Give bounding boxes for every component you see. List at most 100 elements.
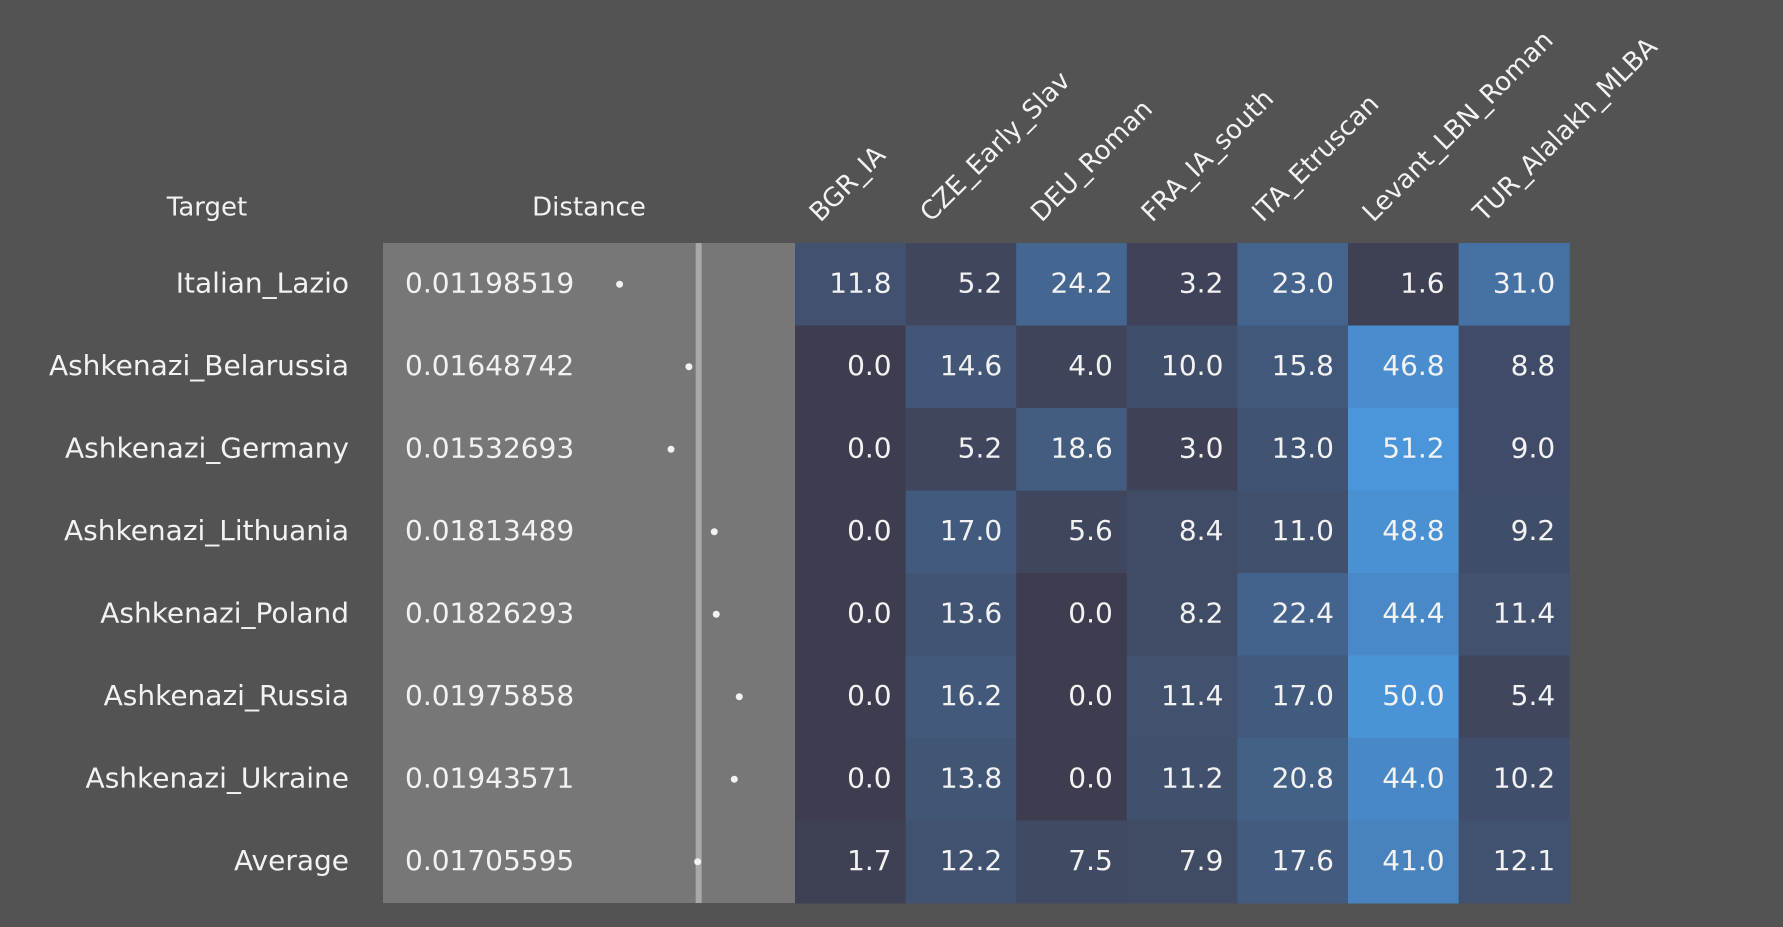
cell-value: 7.9 bbox=[1179, 844, 1224, 877]
heatmap-cell bbox=[1016, 243, 1128, 326]
target-label: Ashkenazi_Ukraine bbox=[86, 761, 349, 794]
heatmap-cell bbox=[1126, 243, 1238, 326]
heatmap-cell bbox=[1016, 325, 1128, 409]
heatmap-cell bbox=[1016, 655, 1128, 739]
heatmap-cell bbox=[1458, 738, 1570, 821]
cell-value: 0.0 bbox=[847, 596, 892, 629]
distance-header: Distance bbox=[532, 193, 646, 223]
heatmap-cell bbox=[1348, 655, 1460, 739]
cell-value: 5.6 bbox=[1068, 514, 1113, 547]
heatmap-cell bbox=[1458, 408, 1570, 491]
heatmap-cell bbox=[795, 490, 907, 574]
cell-value: 16.2 bbox=[940, 679, 1002, 712]
heatmap-cell bbox=[1237, 325, 1349, 409]
cell-value: 0.0 bbox=[847, 431, 892, 464]
heatmap-cell bbox=[1237, 243, 1349, 326]
heatmap-cell bbox=[1237, 408, 1349, 491]
cell-value: 51.2 bbox=[1382, 431, 1444, 464]
cell-value: 9.2 bbox=[1511, 514, 1556, 547]
cell-value: 11.4 bbox=[1161, 679, 1223, 712]
heatmap-cell bbox=[1126, 655, 1238, 739]
distance-dot bbox=[694, 858, 702, 866]
heatmap-cell bbox=[1126, 820, 1238, 904]
heatmap-cell bbox=[905, 738, 1017, 821]
heatmap-cell bbox=[1458, 325, 1570, 409]
cell-value: 17.0 bbox=[1272, 679, 1334, 712]
target-label: Ashkenazi_Lithuania bbox=[64, 514, 349, 547]
target-label: Ashkenazi_Poland bbox=[100, 596, 349, 629]
target-label: Ashkenazi_Russia bbox=[104, 679, 349, 712]
cell-value: 20.8 bbox=[1272, 761, 1334, 794]
distance-value: 0.01943571 bbox=[405, 761, 574, 794]
heatmap-cell bbox=[1348, 325, 1460, 409]
distance-dot bbox=[667, 445, 675, 453]
heatmap-cell bbox=[1016, 573, 1128, 656]
cell-value: 11.4 bbox=[1493, 596, 1555, 629]
distance-panel bbox=[383, 243, 795, 903]
cell-value: 11.8 bbox=[829, 266, 891, 299]
distance-value: 0.01532693 bbox=[405, 431, 574, 464]
cell-value: 50.0 bbox=[1382, 679, 1444, 712]
distance-value: 0.01705595 bbox=[405, 844, 574, 877]
cell-value: 17.6 bbox=[1272, 844, 1334, 877]
cell-value: 48.8 bbox=[1382, 514, 1444, 547]
heatmap-cell bbox=[1458, 655, 1570, 739]
heatmap-cell bbox=[1237, 573, 1349, 656]
heatmap-cell bbox=[1348, 408, 1460, 491]
heatmap-cell bbox=[795, 573, 907, 656]
cell-value: 1.7 bbox=[847, 844, 892, 877]
cell-value: 8.2 bbox=[1179, 596, 1224, 629]
heatmap-cell bbox=[905, 408, 1017, 491]
cell-value: 44.0 bbox=[1382, 761, 1444, 794]
distance-dot bbox=[730, 775, 738, 783]
heatmap-cell bbox=[905, 573, 1017, 656]
heatmap-cell bbox=[1348, 490, 1460, 574]
target-label: Italian_Lazio bbox=[176, 266, 349, 299]
cell-value: 14.6 bbox=[940, 349, 1002, 382]
heatmap-cell bbox=[1126, 573, 1238, 656]
target-label: Average bbox=[234, 844, 349, 877]
target-label: Ashkenazi_Belarussia bbox=[49, 349, 349, 382]
cell-value: 18.6 bbox=[1050, 431, 1112, 464]
column-header: TUR_Alalakh_MLBA bbox=[1467, 32, 1664, 229]
distance-value: 0.01975858 bbox=[405, 679, 574, 712]
cell-value: 0.0 bbox=[1068, 679, 1113, 712]
heatmap-cell bbox=[795, 738, 907, 821]
target-label: Ashkenazi_Germany bbox=[65, 431, 349, 464]
cell-value: 12.1 bbox=[1493, 844, 1555, 877]
distance-value: 0.01813489 bbox=[405, 514, 574, 547]
cell-value: 44.4 bbox=[1382, 596, 1444, 629]
cell-value: 5.4 bbox=[1511, 679, 1556, 712]
heatmap-cell bbox=[1348, 820, 1460, 904]
heatmap-cell bbox=[1126, 490, 1238, 574]
heatmap-cell bbox=[1348, 243, 1460, 326]
cell-value: 10.2 bbox=[1493, 761, 1555, 794]
heatmap-cell bbox=[1016, 820, 1128, 904]
heatmap-cell bbox=[905, 325, 1017, 409]
heatmap-cell bbox=[795, 408, 907, 491]
cell-value: 13.0 bbox=[1272, 431, 1334, 464]
cell-value: 10.0 bbox=[1161, 349, 1223, 382]
cell-value: 3.0 bbox=[1179, 431, 1224, 464]
heatmap-cell bbox=[1126, 738, 1238, 821]
heatmap-cell bbox=[1126, 408, 1238, 491]
heatmap-cell bbox=[905, 820, 1017, 904]
distance-dot bbox=[710, 528, 718, 536]
cell-value: 3.2 bbox=[1179, 266, 1224, 299]
heatmap-cell bbox=[1458, 820, 1570, 904]
cell-value: 31.0 bbox=[1493, 266, 1555, 299]
heatmap-cell bbox=[1348, 573, 1460, 656]
cell-value: 0.0 bbox=[847, 514, 892, 547]
heatmap-cell bbox=[1016, 408, 1128, 491]
column-header: BGR_IA bbox=[804, 140, 892, 228]
heatmap-cell bbox=[795, 655, 907, 739]
distance-dot bbox=[712, 610, 720, 618]
heatmap-cell bbox=[795, 243, 907, 326]
distance-dot bbox=[735, 693, 743, 701]
heatmap-cell bbox=[1348, 738, 1460, 821]
heatmap-cell bbox=[1237, 655, 1349, 739]
heatmap-cell bbox=[1458, 490, 1570, 574]
heatmap-cell bbox=[795, 325, 907, 409]
cell-value: 1.6 bbox=[1400, 266, 1445, 299]
